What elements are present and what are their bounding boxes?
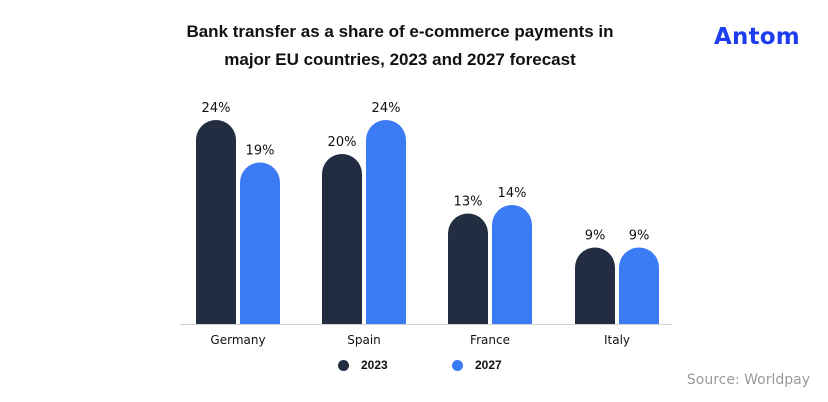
data-label-spain-2023: 20% bbox=[328, 135, 357, 150]
bar-france-2027 bbox=[492, 205, 532, 324]
category-label-france: France bbox=[470, 333, 510, 347]
bar-italy-2023 bbox=[575, 247, 615, 324]
category-label-germany: Germany bbox=[210, 333, 265, 347]
title-line-2: major EU countries, 2023 and 2027 foreca… bbox=[224, 50, 576, 69]
bar-italy-2027 bbox=[619, 247, 659, 324]
source-note: Source: Worldpay bbox=[686, 372, 810, 388]
legend-dot-2027 bbox=[452, 359, 463, 371]
labels-group: 24% 19% Germany 20% 24% Spain 13% 14% France 9% 9%… bbox=[202, 101, 650, 347]
data-label-germany-2027: 19% bbox=[246, 144, 275, 159]
bars-group bbox=[196, 120, 659, 324]
title-line-1: Bank transfer as a share of e-commerce p… bbox=[186, 22, 614, 41]
bar-spain-2027 bbox=[366, 120, 406, 324]
legend-dot-2023 bbox=[338, 359, 349, 371]
data-label-spain-2027: 24% bbox=[372, 101, 401, 116]
data-label-france-2023: 13% bbox=[454, 195, 483, 210]
legend-item-2027: 2027 bbox=[452, 358, 502, 372]
legend-item-2023: 2023 bbox=[338, 358, 388, 372]
data-label-france-2027: 14% bbox=[498, 186, 527, 201]
data-label-italy-2027: 9% bbox=[629, 229, 650, 244]
chart-title: Bank transfer as a share of e-commerce p… bbox=[140, 18, 660, 74]
brand-logo: Antom bbox=[714, 24, 800, 50]
bar-germany-2023 bbox=[196, 120, 236, 324]
brand-name: Antom bbox=[714, 24, 800, 50]
legend-label-2027: 2027 bbox=[475, 358, 502, 372]
bar-spain-2023 bbox=[322, 154, 362, 324]
bar-france-2023 bbox=[448, 213, 488, 324]
data-label-italy-2023: 9% bbox=[585, 229, 606, 244]
legend-label-2023: 2023 bbox=[361, 358, 388, 372]
bar-germany-2027 bbox=[240, 162, 280, 324]
data-label-germany-2023: 24% bbox=[202, 101, 231, 116]
category-label-italy: Italy bbox=[604, 333, 630, 347]
category-label-spain: Spain bbox=[347, 333, 381, 347]
legend: 2023 2027 bbox=[330, 358, 530, 378]
